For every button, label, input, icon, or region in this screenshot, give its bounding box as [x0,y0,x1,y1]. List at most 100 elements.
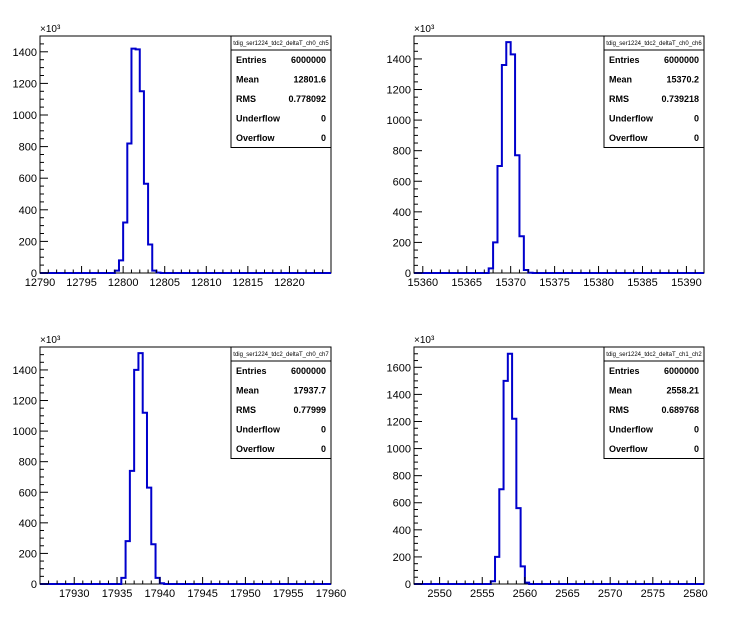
stats-key: RMS [609,405,629,415]
histogram-bin [134,370,138,584]
y-tick-label: 1400 [387,54,411,66]
y-tick-label: 400 [393,525,411,537]
histogram-bin [121,578,125,584]
histogram-panel-3: 17930 17935 17940 17945 17950 17955 17960 0 200 4… [13,335,347,600]
stats-key: Mean [236,386,259,396]
histogram-bin [115,271,119,273]
x-tick-label: 17945 [187,588,218,600]
y-tick-label: 800 [19,142,37,154]
stats-key: Entries [236,55,267,65]
histogram-bin [148,245,152,273]
y-tick-label: 600 [19,173,37,185]
y-tick-label: 800 [393,471,411,483]
histogram-bin [499,489,503,584]
x-tick-label: 15365 [451,277,482,289]
stats-value: 0.778092 [288,94,326,104]
histogram-bin [512,419,516,584]
x-tick-label: 15390 [671,277,702,289]
y-tick-label: 1200 [387,85,411,97]
stats-value: 17937.7 [293,386,326,396]
stats-value: 6000000 [291,55,326,65]
stats-value: 2558.21 [666,386,699,396]
stats-value: 6000000 [664,366,699,376]
stats-box: tdig_ser1224_tdc2_deltaT_ch0_ch5 Entries 6… [230,35,332,148]
histogram-bin [136,49,140,273]
histogram-bin [127,143,131,273]
x-tick-label: 15360 [407,277,438,289]
y-multiplier-label: ×10³ [414,24,435,35]
histogram-bin [497,166,501,273]
y-tick-label: 1600 [387,362,411,374]
stats-box-frame [230,35,332,148]
histogram-panel-2: 15360 15365 15370 15375 15380 15385 15390 0 200 4… [387,24,705,289]
histogram-series [40,47,331,274]
histogram-bin [524,270,528,273]
stats-value: 6000000 [291,366,326,376]
histogram-bin [489,268,493,273]
stats-key: Underflow [609,425,654,435]
histogram-bin [160,583,164,584]
stats-key: RMS [236,94,256,104]
histogram-bin [525,583,529,584]
histogram-bin [126,541,130,584]
stats-value: 0 [694,425,699,435]
y-multiplier-label: ×10³ [40,24,61,35]
y-tick-label: 200 [393,552,411,564]
stats-title: tdig_ser1224_tdc2_deltaT_ch0_ch6 [606,41,702,47]
y-tick-label: 600 [393,498,411,510]
histogram-panel-4: 2550 2555 2560 2565 2570 2575 2580 0 200 400 600 80… [387,335,708,600]
x-tick-label: 12815 [233,277,264,289]
histogram-bin [119,260,123,273]
histogram-bin [495,557,499,584]
histogram-bin [519,236,523,273]
stats-value: 0.689768 [661,405,699,415]
x-tick-label: 2570 [598,588,622,600]
y-tick-label: 1400 [387,389,411,401]
x-tick-label: 12810 [191,277,222,289]
histogram-bin [508,354,512,584]
stats-title: tdig_ser1224_tdc2_deltaT_ch0_ch5 [233,41,329,47]
stats-key: Underflow [236,425,281,435]
x-tick-label: 17935 [102,588,133,600]
y-tick-label: 200 [393,237,411,249]
x-tick-label: 15385 [627,277,658,289]
stats-key: Overflow [609,133,649,143]
x-tick-label: 2575 [641,588,665,600]
stats-box-frame [603,35,705,148]
y-tick-label: 0 [405,268,411,280]
stats-key: Entries [609,366,640,376]
y-tick-label: 600 [19,487,37,499]
y-tick-label: 1000 [13,426,37,438]
histogram-bin [143,413,147,584]
histogram-panel-1: 12790 12795 12800 12805 12810 12815 12820 0 200 4… [13,24,332,289]
y-tick-label: 600 [393,176,411,188]
stats-box: tdig_ser1224_tdc2_deltaT_ch0_ch6 Entries 6… [603,35,705,148]
x-tick-label: 17940 [145,588,176,600]
histogram-bin [152,271,156,273]
histogram-bin [131,49,135,273]
stats-value: 0 [321,133,326,143]
x-tick-label: 12790 [25,277,56,289]
y-tick-label: 200 [19,236,37,248]
y-tick-label: 0 [31,579,37,591]
stats-value: 0 [694,444,699,454]
stats-key: Overflow [609,444,649,454]
y-tick-label: 1400 [13,365,37,377]
stats-value: 12801.6 [293,75,326,85]
histogram-bin [156,578,160,584]
histogram-bin [504,381,508,584]
histogram-bin [515,155,519,273]
histogram-series [414,352,704,585]
y-tick-label: 400 [393,207,411,219]
stats-value: 0.77999 [293,405,326,415]
x-tick-label: 12805 [149,277,180,289]
x-tick-label: 2560 [513,588,537,600]
y-tick-label: 800 [393,146,411,158]
stats-key: Overflow [236,444,276,454]
stats-value: 6000000 [664,55,699,65]
stats-key: Overflow [236,133,276,143]
histogram-bin [506,42,510,273]
y-tick-label: 0 [31,268,37,280]
y-tick-label: 800 [19,457,37,469]
